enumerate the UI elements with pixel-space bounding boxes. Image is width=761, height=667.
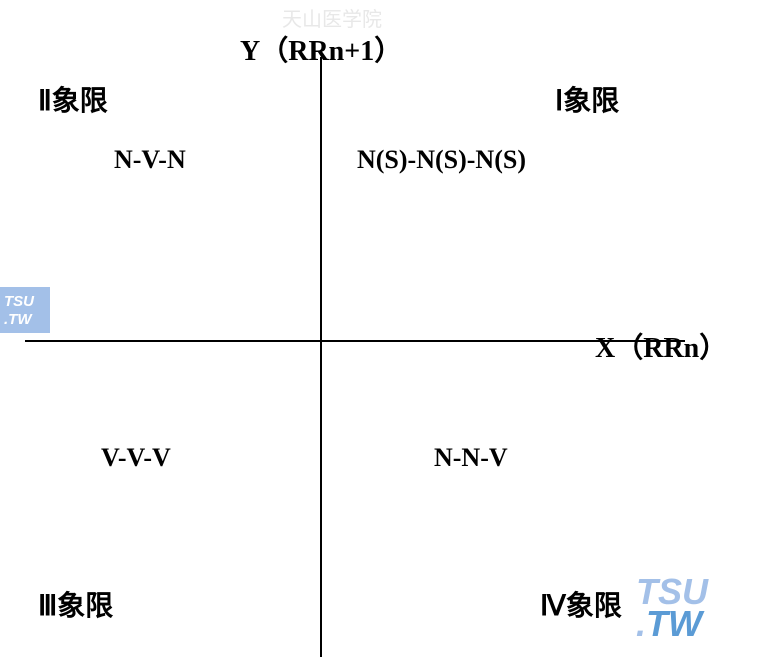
quadrant-1-content: N(S)-N(S)-N(S) [357, 145, 526, 175]
x-axis-line [25, 340, 685, 342]
watermark-dot: . [636, 603, 646, 644]
quadrant-4-title: Ⅳ象限 [540, 584, 622, 624]
quadrant-4-content: N-N-V [434, 443, 508, 473]
watermark-left-box: TSU .TW [0, 287, 50, 333]
watermark-bottom-line2: .TW [636, 608, 708, 640]
watermark-left-line2: .TW [4, 311, 46, 329]
quadrant-1-title: Ⅰ象限 [555, 79, 619, 119]
watermark-top-text: 天山医学院 [282, 3, 382, 32]
x-axis-label: X（RRn） [595, 326, 727, 366]
watermark-left-line1: TSU [4, 293, 46, 311]
quadrant-3-title: Ⅲ象限 [38, 584, 113, 624]
quadrant-diagram: 天山医学院 Y（RRn+1） X（RRn） Ⅰ象限 Ⅱ象限 Ⅲ象限 Ⅳ象限 N(… [0, 0, 761, 667]
quadrant-2-title: Ⅱ象限 [38, 79, 108, 119]
quadrant-2-content: N-V-N [114, 145, 186, 175]
watermark-tw: TW [646, 603, 702, 644]
y-axis-line [320, 57, 322, 657]
watermark-bottom-logo: TSU .TW [636, 576, 708, 641]
quadrant-3-content: V-V-V [101, 443, 171, 473]
